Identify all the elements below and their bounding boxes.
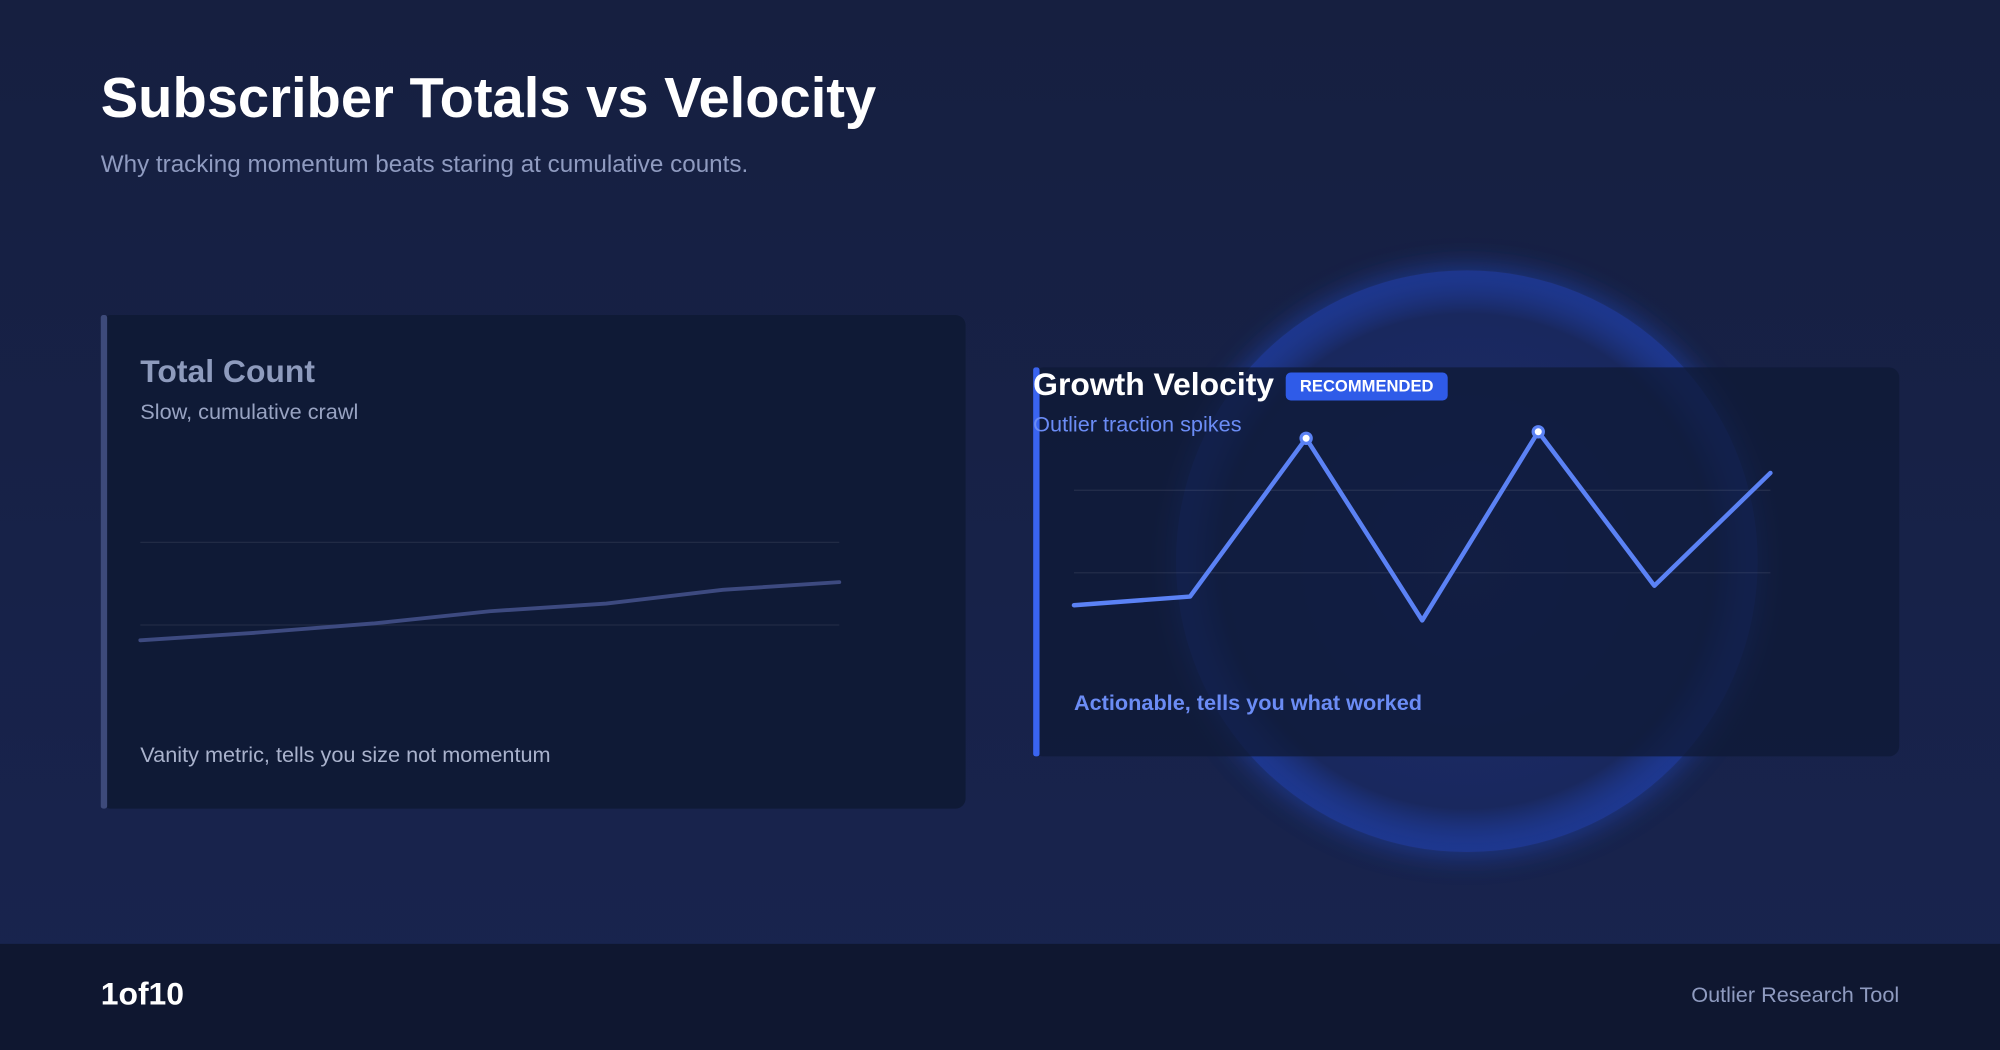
card-title: Total Count [140,353,315,389]
card-subtitle: Slow, cumulative crawl [140,399,358,424]
peak-marker [1531,425,1545,439]
page-title: Subscriber Totals vs Velocity [101,66,876,129]
card-caption: Vanity metric, tells you size not moment… [140,742,550,767]
series-line [1071,429,1773,623]
series-line [138,580,842,643]
card-accent [100,315,108,809]
card-caption: Actionable, tells you what worked [1074,690,1422,715]
card-accent [1033,367,1040,757]
page-number: 1of10 [101,976,184,1012]
badge [1285,372,1448,401]
footer-bar [0,943,2000,1050]
card-subtitle: Outlier traction spikes [1033,412,1242,437]
card [100,315,966,809]
brand: Outlier Research Tool [1691,982,1899,1007]
badge-text: RECOMMENDED [1300,376,1434,395]
card-title: Growth Velocity [1033,366,1274,402]
card [1033,367,1900,757]
peak-marker [1299,431,1313,445]
page-subtitle: Why tracking momentum beats staring at c… [101,151,748,178]
